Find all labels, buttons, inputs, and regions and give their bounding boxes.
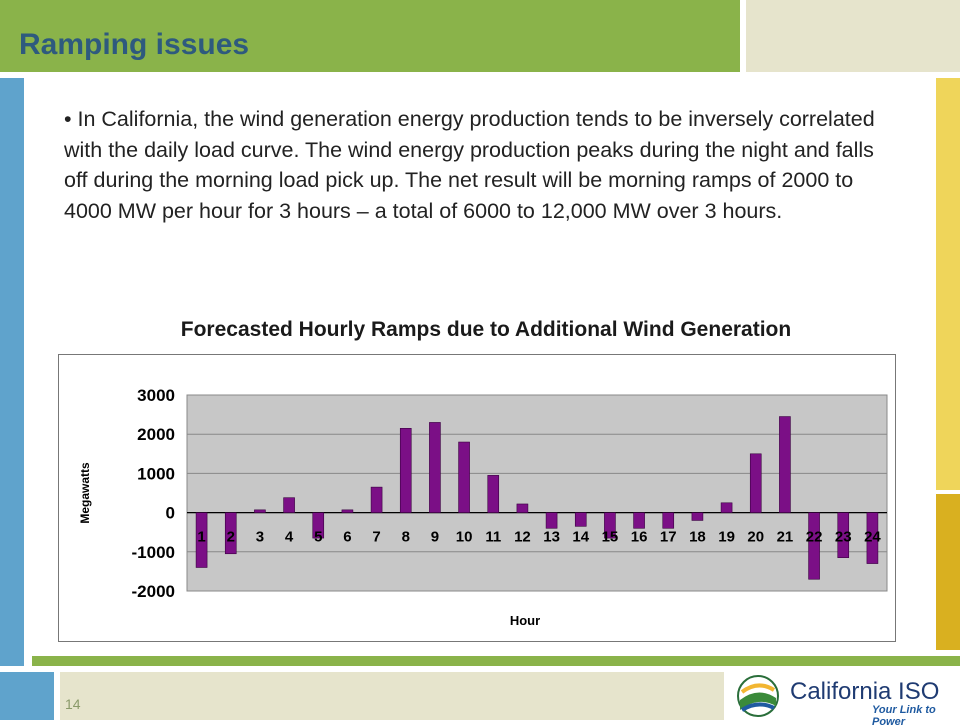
x-tick-label: 4 xyxy=(285,529,294,546)
bar xyxy=(720,502,733,513)
logo-tagline: Your Link to Power xyxy=(872,704,936,728)
x-tick-label: 20 xyxy=(747,529,764,546)
x-tick-label: 8 xyxy=(402,529,410,546)
x-tick-label: 22 xyxy=(806,529,823,546)
footer-accent-block xyxy=(0,672,54,720)
x-tick-label: 13 xyxy=(543,529,560,546)
x-tick-label: 24 xyxy=(864,529,881,546)
bar xyxy=(779,416,791,513)
x-tick-label: 23 xyxy=(835,529,852,546)
slide-title: Ramping issues xyxy=(19,28,250,61)
y-tick-label: -1000 xyxy=(132,543,175,562)
x-tick-label: 12 xyxy=(514,529,531,546)
bar xyxy=(545,512,558,529)
plot-area xyxy=(186,394,888,592)
bar xyxy=(370,486,383,513)
x-tick-label: 11 xyxy=(485,529,501,546)
y-tick-label: 1000 xyxy=(137,464,175,483)
bar xyxy=(604,512,616,539)
page-number: 14 xyxy=(65,696,81,712)
x-axis-title: Hour xyxy=(510,613,540,628)
y-tick-label: 3000 xyxy=(137,386,175,405)
x-tick-label: 6 xyxy=(343,529,351,546)
right-accent-bar-lower xyxy=(936,494,960,650)
x-tick-label: 21 xyxy=(777,529,794,546)
x-tick-label: 16 xyxy=(631,529,648,546)
chart-frame: 3000 2000 1000 0 -1000 -2000 1 2 3 4 5 6 7 8 9 10 11 12 13… xyxy=(58,354,896,642)
bar xyxy=(691,512,704,521)
bar xyxy=(399,428,412,513)
x-tick-label: 9 xyxy=(431,529,439,546)
bar xyxy=(254,509,266,513)
bar xyxy=(224,512,237,555)
bar xyxy=(808,512,820,580)
title-bar: Ramping issues xyxy=(0,0,740,72)
x-tick-label: 1 xyxy=(197,529,205,546)
bar xyxy=(429,422,441,513)
x-tick-label: 15 xyxy=(602,529,619,546)
bar xyxy=(516,503,529,513)
x-tick-label: 17 xyxy=(660,529,677,546)
california-iso-logo: California ISO Your Link to Power xyxy=(730,672,960,728)
y-tick-label: 0 xyxy=(166,504,175,523)
x-tick-label: 19 xyxy=(718,529,735,546)
bar xyxy=(283,497,295,513)
logo-sun-icon xyxy=(737,675,779,717)
bar xyxy=(341,509,354,513)
chart-title: Forecasted Hourly Ramps due to Additiona… xyxy=(180,318,792,341)
x-tick-label: 7 xyxy=(372,529,380,546)
bottom-accent-line xyxy=(32,656,960,666)
x-tick-label: 14 xyxy=(572,529,589,546)
x-tick-label: 5 xyxy=(314,529,322,546)
bar xyxy=(662,512,675,529)
bar xyxy=(458,441,470,513)
bar xyxy=(574,512,587,527)
footer-bar: 14 xyxy=(60,672,724,720)
bullet-text: • In California, the wind generation ene… xyxy=(64,107,875,223)
x-tick-label: 3 xyxy=(256,529,264,546)
right-accent-bar-upper xyxy=(936,78,960,490)
bar xyxy=(837,512,850,558)
title-accent-block xyxy=(746,0,960,72)
logo-name: California ISO xyxy=(790,678,940,705)
x-tick-label: 2 xyxy=(227,529,235,546)
bar xyxy=(633,512,645,529)
x-tick-label: 18 xyxy=(689,529,706,546)
bar xyxy=(866,512,879,564)
x-tick-label: 10 xyxy=(456,529,473,546)
bar xyxy=(749,453,762,513)
bar xyxy=(195,512,208,568)
y-tick-label: 2000 xyxy=(137,425,175,444)
bar xyxy=(312,512,325,539)
left-accent-bar xyxy=(0,78,24,666)
y-axis-title: Megawatts xyxy=(78,462,92,524)
y-tick-label: -2000 xyxy=(132,582,175,601)
bar xyxy=(487,475,500,513)
